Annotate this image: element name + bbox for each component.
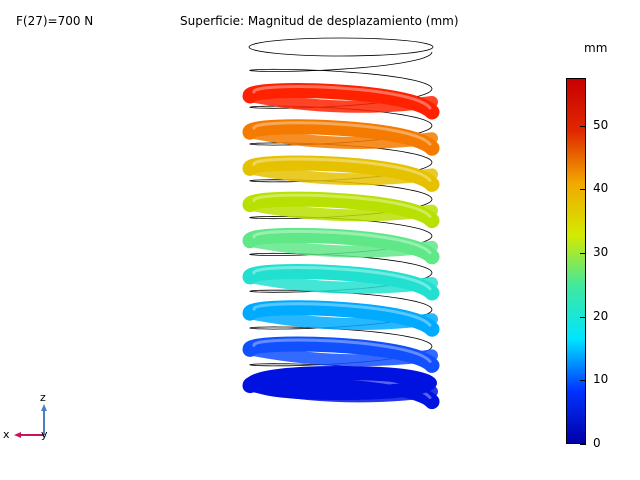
coil-bottom-end <box>245 366 437 400</box>
plot-title: Superficie: Magnitud de desplazamiento (… <box>180 14 459 28</box>
colorbar-unit-label: mm <box>584 41 608 55</box>
coil-front-strand <box>242 227 440 265</box>
colorbar-tick-label: 40 <box>593 181 609 196</box>
colorbar-tick-mark <box>580 444 586 445</box>
coil-front-strand <box>242 83 440 120</box>
coil-front-strand <box>242 336 440 373</box>
coil-highlight <box>252 302 432 327</box>
colorbar-tick-mark <box>580 316 586 318</box>
axis-triad <box>14 404 47 438</box>
colorbar-tick-label: 10 <box>593 372 609 387</box>
coil-highlight <box>252 338 432 363</box>
coil-front-strand <box>242 300 440 337</box>
colorbar-tick-mark <box>580 380 586 382</box>
coil-highlight <box>252 121 432 146</box>
deformed-spring-surface <box>242 83 440 410</box>
axis-y-label: y <box>41 428 48 441</box>
undeformed-helix-line <box>248 51 433 384</box>
coil-front-strand <box>242 155 440 192</box>
colorbar-tick-mark <box>580 253 586 255</box>
parameter-label: F(27)=700 N <box>16 14 94 28</box>
coil-front-strand <box>242 264 440 301</box>
coil-highlight <box>252 85 432 110</box>
axis-x-label: x <box>3 428 10 441</box>
colorbar-tick-label: 50 <box>593 117 609 132</box>
coil-highlight <box>252 266 432 291</box>
coil-highlight <box>252 193 432 219</box>
coil-front-strand <box>242 191 440 229</box>
undeformed-spring-outline <box>248 37 434 384</box>
undeformed-top-ring <box>248 37 434 57</box>
coil-highlight <box>252 229 432 255</box>
x-axis-arrowhead <box>14 432 21 438</box>
colorbar <box>566 78 586 444</box>
coil-front-strand <box>242 119 440 156</box>
z-axis-arrowhead <box>41 404 47 411</box>
colorbar-tick-label: 30 <box>593 245 609 260</box>
axis-z-label: z <box>40 391 46 404</box>
colorbar-tick-mark <box>580 189 586 191</box>
colorbar-tick-label: 20 <box>593 308 609 323</box>
colorbar-tick-label: 0 <box>593 436 601 450</box>
coil-highlight <box>252 157 432 182</box>
colorbar-tick-mark <box>580 125 586 127</box>
